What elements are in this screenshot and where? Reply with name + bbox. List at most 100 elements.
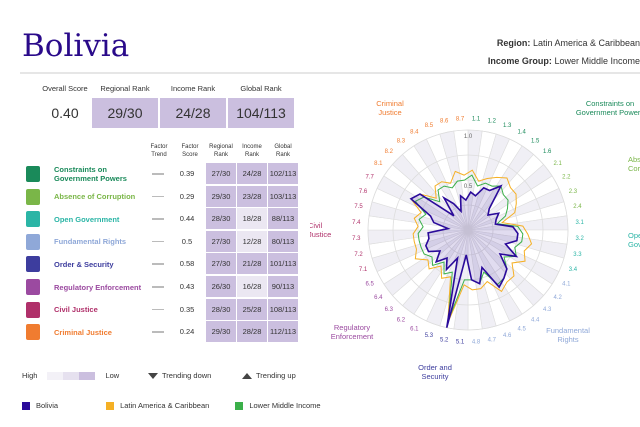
income-rank: 24/28 [237,163,267,184]
factor-row[interactable]: Order & Security 0.58 27/30 21/28 101/113 [20,253,310,275]
summary-label: Regional Rank [100,84,150,93]
income-rank: 25/28 [237,298,267,320]
axis-label: 3.4 [569,267,578,273]
axis-label: 4.4 [531,318,540,324]
trend-flat-icon [152,308,164,311]
person-icon [26,233,40,250]
regional-rank: 26/30 [206,276,236,297]
factor-label-line: Security [421,372,448,381]
factor-name: Constraints on Government Powers [54,165,127,183]
trend-flat-icon [152,240,164,243]
global-rank: 80/113 [268,230,298,252]
shade-scale [47,371,96,380]
axis-label: 7.1 [359,267,368,273]
axis-label: 2.1 [553,161,562,167]
factor-row[interactable]: Absence of Corruption 0.29 29/30 23/28 103/1… [20,185,310,208]
factor-score: 0.58 [179,259,195,269]
summary-label: Overall Score [42,84,88,93]
factor-row[interactable]: Civil Justice 0.35 28/30 25/28 108/113 [20,298,310,321]
column-header: Global Rank [274,144,292,158]
axis-label: 8.3 [397,138,406,144]
legend-low: Low [105,371,120,380]
axis-label: 3.1 [576,220,585,226]
factor-score: 0.43 [179,282,195,291]
trend-up-legend: Trending up [242,371,296,380]
global-rank: 112/113 [268,321,298,343]
factor-label-line: Corruption [628,164,640,173]
factor-row[interactable]: Open Government 0.44 28/30 18/28 88/113 [20,208,310,230]
global-rank: 103/113 [268,185,298,207]
factor-label: Fundamental Rights [546,326,590,344]
income-rank: 28/28 [237,321,267,343]
scales-icon [26,301,40,318]
axis-label: 6.2 [397,318,406,324]
global-rank: 88/113 [268,208,298,230]
factor-name: Order & Security [54,259,114,269]
factor-name: Regulatory Enforcement [54,282,142,292]
summary-value: 24/28 [160,98,226,128]
axis-label: 4.7 [488,337,497,343]
axis-label: 6.3 [385,307,394,313]
global-rank: 102/113 [268,163,298,184]
column-header: Regional Rank [209,144,233,158]
axis-label: 3.3 [573,252,582,258]
axis-label: 4.5 [518,326,527,332]
trend-flat-icon [152,195,164,198]
income-label: Income Group: [487,56,552,66]
factor-name: Civil Justice [54,305,98,315]
trend-flat-icon [152,173,164,175]
factor-label-line: Absence of [628,155,640,164]
axis-label: 1.2 [488,119,497,125]
factor-label-line: Fundamental [546,326,590,335]
factor-row[interactable]: Regulatory Enforcement 0.43 26/30 16/28 90/1… [20,276,310,298]
income-rank: 16/28 [237,276,267,297]
axis-label: 1.3 [503,123,512,129]
axis-label: 4.3 [543,307,552,313]
trend-flat-icon [152,218,164,220]
regional-rank: 29/30 [206,321,236,343]
factor-label-line: Rights [557,335,579,344]
regional-rank: 29/30 [206,185,236,207]
legend-trending-up: Trending up [256,371,296,380]
axis-label: 2.4 [573,204,582,210]
factor-score: 0.35 [179,304,195,314]
axis-label: 6.5 [366,282,375,288]
trend-flat-icon [152,286,164,288]
factor-score: 0.5 [181,236,193,246]
factor-label: Regulatory Enforcement [331,323,374,341]
axis-label: 4.8 [472,340,481,346]
jail-icon [26,324,40,341]
global-rank: 90/113 [268,276,298,297]
column-header: Income Rank [242,144,262,158]
factor-row[interactable]: Fundamental Rights 0.5 27/30 12/28 80/113 [20,230,310,253]
income-rank: 12/28 [237,230,267,252]
summary-label: Income Rank [170,84,216,93]
trend-flat-icon [152,331,164,333]
axis-label: 5.2 [440,337,449,343]
factor-label-line: Regulatory [334,323,371,332]
factor-label-line: Enforcement [331,332,374,341]
axis-label: 4.2 [553,295,562,301]
axis-label: 7.5 [354,204,363,210]
factor-label-line: Criminal [376,99,404,108]
ring-label: 0.5 [464,184,473,190]
summary-value: 104/113 [228,98,294,128]
triangle-down-icon [148,372,158,379]
column-header: Factor Score [181,144,199,158]
trend-flat-icon [152,263,164,265]
factor-label: Criminal Justice [376,99,404,117]
factor-row[interactable]: Constraints on Government Powers 0.39 27/3… [20,163,310,185]
factor-score: 0.44 [179,214,195,224]
official-icon [26,279,40,295]
region-value: Latin America & Caribbean [532,38,640,48]
axis-label: 1.1 [472,116,481,122]
income-rank: 23/28 [237,185,267,207]
divider [20,72,640,74]
legend-trending-down: Trending down [162,371,212,380]
axis-label: 5.1 [456,340,465,346]
region-label: Region: [496,38,531,48]
country-title: Bolivia [22,28,130,64]
factor-row[interactable]: Criminal Justice 0.24 29/30 28/28 112/113 [20,321,310,343]
axis-label: 8.1 [374,161,383,167]
